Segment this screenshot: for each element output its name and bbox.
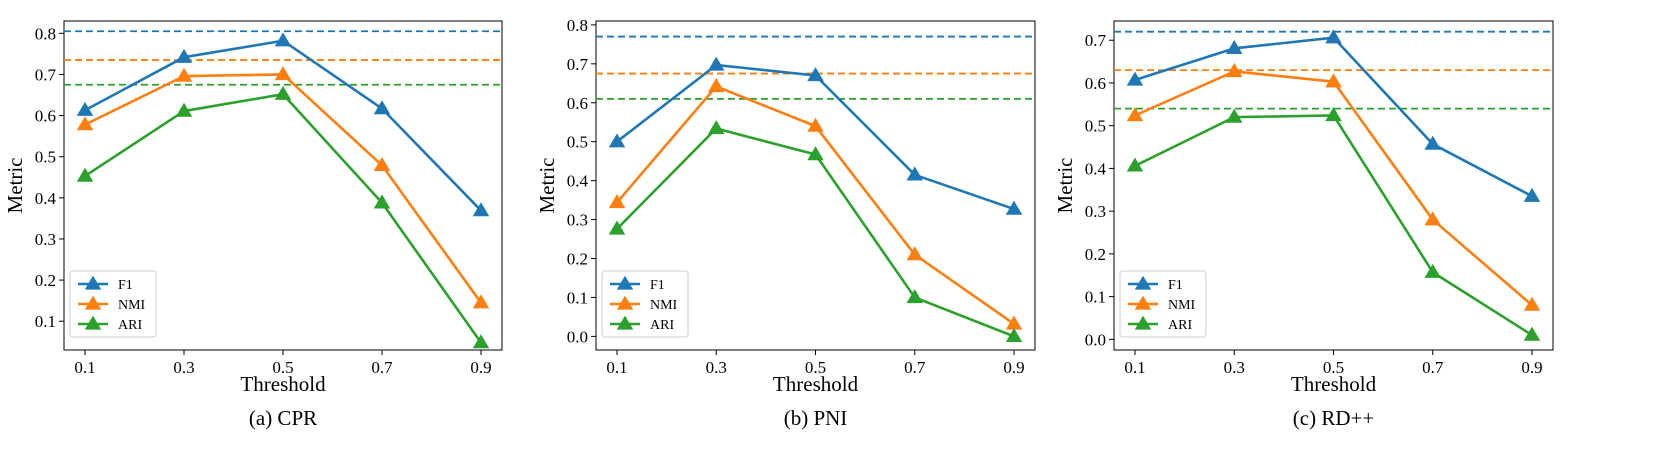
- data-point-ari: [708, 120, 725, 134]
- x-tick-label: 0.7: [904, 358, 926, 377]
- y-tick-label: 0.6: [35, 107, 56, 126]
- y-axis-label: Metric: [3, 158, 27, 214]
- y-tick-label: 0.4: [1085, 159, 1107, 178]
- y-tick-label: 0.7: [567, 55, 589, 74]
- data-point-f1: [1524, 188, 1541, 202]
- y-tick-label: 0.2: [35, 271, 56, 290]
- y-tick-label: 0.4: [35, 189, 57, 208]
- x-tick-label: 0.9: [1003, 358, 1024, 377]
- legend-label: F1: [1168, 278, 1183, 293]
- legend-label: ARI: [650, 318, 674, 333]
- y-tick-label: 0.1: [1085, 288, 1106, 307]
- legend-label: NMI: [1168, 298, 1196, 313]
- data-point-nmi: [1006, 316, 1023, 330]
- legend-label: F1: [118, 278, 133, 293]
- y-tick-label: 0.3: [567, 211, 588, 230]
- y-tick-label: 0.0: [1085, 330, 1106, 349]
- panel-caption: (c) RD++: [1293, 406, 1374, 430]
- data-point-nmi: [275, 66, 292, 80]
- x-tick-label: 0.3: [173, 358, 194, 377]
- y-tick-label: 0.5: [1085, 117, 1106, 136]
- legend-label: ARI: [1168, 318, 1192, 333]
- y-axis-label: Metric: [535, 158, 559, 214]
- legend: F1 NMI ARI: [1120, 271, 1206, 337]
- x-tick-label: 0.7: [1422, 358, 1444, 377]
- series-line-f1: [617, 65, 1014, 209]
- y-tick-label: 0.8: [35, 24, 56, 43]
- y-tick-label: 0.1: [35, 312, 56, 331]
- y-tick-label: 0.4: [567, 172, 589, 191]
- panel-caption: (a) CPR: [249, 406, 317, 430]
- y-axis-label: Metric: [1053, 158, 1077, 214]
- x-axis-label: Threshold: [773, 372, 859, 396]
- y-tick-label: 0.7: [35, 65, 57, 84]
- data-point-ari: [1425, 264, 1442, 278]
- series-line-nmi: [85, 74, 481, 302]
- x-tick-label: 0.1: [74, 358, 95, 377]
- y-tick-label: 0.2: [567, 250, 588, 269]
- x-tick-label: 0.1: [606, 358, 627, 377]
- data-point-f1: [708, 57, 725, 71]
- y-tick-label: 0.6: [1085, 74, 1106, 93]
- panel-caption: (b) PNI: [784, 406, 848, 430]
- legend-label: NMI: [650, 298, 678, 313]
- legend-label: ARI: [118, 318, 142, 333]
- x-tick-label: 0.1: [1124, 358, 1145, 377]
- chart-panel-2: 0.00.10.20.30.40.50.60.70.80.1 0.3 0.5 0.7 0…: [535, 16, 1035, 430]
- series-line-nmi: [1135, 71, 1532, 305]
- data-point-nmi: [708, 78, 725, 92]
- x-tick-label: 0.3: [706, 358, 727, 377]
- y-tick-label: 0.8: [567, 16, 588, 35]
- data-point-f1: [77, 102, 94, 116]
- x-axis-label: Threshold: [1291, 372, 1377, 396]
- x-tick-label: 0.7: [371, 358, 393, 377]
- y-tick-label: 0.1: [567, 288, 588, 307]
- legend-label: F1: [650, 278, 665, 293]
- x-tick-label: 0.9: [1521, 358, 1542, 377]
- legend-label: NMI: [118, 298, 146, 313]
- chart-panel-1: 0.1 0.2 0.3 0.4 0.5 0.6 0.7 0.8 0.1 0.3 0.5 0.7 0.9 T…: [3, 21, 502, 430]
- data-point-f1: [275, 32, 292, 46]
- y-tick-label: 0.6: [567, 94, 588, 113]
- y-tick-label: 0.3: [35, 230, 56, 249]
- y-tick-label: 0.5: [35, 148, 56, 167]
- data-point-ari: [1524, 327, 1541, 341]
- legend: F1 NMI ARI: [602, 271, 688, 337]
- figure: 0.1 0.2 0.3 0.4 0.5 0.6 0.7 0.8 0.1 0.3 0.5 0.7 0.9 T…: [0, 0, 1661, 462]
- y-tick-label: 0.3: [1085, 202, 1106, 221]
- y-tick-label: 0.0: [567, 327, 588, 346]
- data-point-ari: [1127, 157, 1144, 171]
- data-point-f1: [609, 133, 626, 147]
- data-point-ari: [275, 86, 292, 100]
- x-axis-label: Threshold: [240, 372, 326, 396]
- data-point-ari: [77, 168, 94, 182]
- y-tick-label: 0.5: [567, 133, 588, 152]
- y-tick-label: 0.7: [1085, 31, 1107, 50]
- data-point-f1: [374, 100, 391, 114]
- x-tick-label: 0.9: [470, 358, 491, 377]
- chart-panel-3: 0.0 0.1 0.2 0.3 0.4 0.5 0.6 0.7 0.1 0.3 0.5 0.7 0.9 T…: [1053, 21, 1553, 430]
- x-tick-label: 0.3: [1224, 358, 1245, 377]
- data-point-nmi: [77, 116, 94, 130]
- legend: F1 NMI ARI: [70, 271, 156, 337]
- y-tick-label: 0.2: [1085, 245, 1106, 264]
